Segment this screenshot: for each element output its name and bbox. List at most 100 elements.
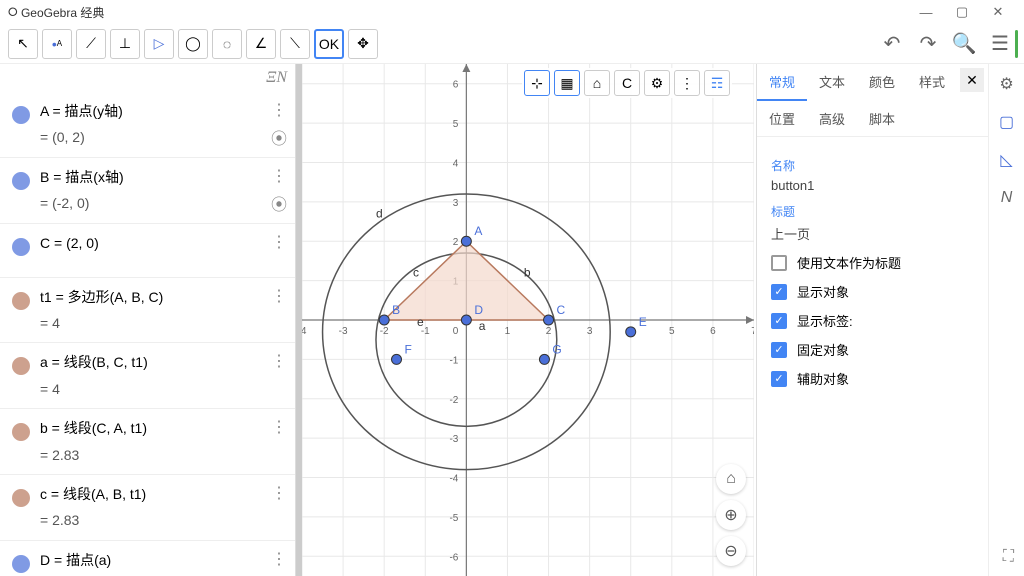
svg-text:6: 6 [453, 80, 459, 91]
entry-menu-icon[interactable]: ⋮ [271, 351, 287, 371]
tool-button[interactable]: OK [314, 29, 344, 59]
tab-1[interactable]: 文本 [807, 64, 857, 101]
entry-bullet[interactable] [12, 423, 30, 441]
svg-text:C: C [557, 303, 566, 317]
entry-bullet[interactable] [12, 489, 30, 507]
checkbox[interactable]: ✓ [771, 342, 787, 358]
tab-2[interactable]: 颜色 [857, 64, 907, 101]
undo-button[interactable]: ↶ [876, 28, 908, 60]
svg-text:6: 6 [710, 326, 716, 337]
entry-menu-icon[interactable]: ⋮ [271, 483, 287, 503]
tab-3[interactable]: 样式 [907, 64, 957, 101]
algebra-entry[interactable]: D = 描点(a) ⋮ [0, 541, 295, 576]
name-label: 名称 [771, 157, 974, 174]
algebra-entry[interactable]: c = 线段(A, B, t1)= 2.83 ⋮ [0, 475, 295, 541]
entry-bullet[interactable] [12, 357, 30, 375]
tool-line[interactable]: ⟋ [76, 29, 106, 59]
entry-menu-icon[interactable]: ⋮ [271, 417, 287, 437]
app-icon: ⭘ [8, 5, 18, 20]
app-title: GeoGebra 经典 [21, 4, 104, 21]
minimize-button[interactable]: ― [908, 5, 944, 20]
entry-bullet[interactable] [12, 238, 30, 256]
style-button[interactable]: ☶ [704, 70, 730, 96]
entry-menu-icon[interactable]: ⋮ [271, 286, 287, 306]
curve-tool-icon[interactable]: N [995, 186, 1019, 210]
algebra-entry[interactable]: B = 描点(x轴)= (-2, 0) ⋮ ⦿ [0, 158, 295, 224]
tool-perp[interactable]: ⊥ [110, 29, 140, 59]
search-button[interactable]: 🔍 [948, 28, 980, 60]
triangle-tool-icon[interactable]: ◺ [995, 148, 1019, 172]
svg-text:-5: -5 [449, 513, 458, 524]
entry-bullet[interactable] [12, 555, 30, 573]
zoom-in-button[interactable]: ⊕ [716, 500, 746, 530]
svg-text:2: 2 [546, 326, 552, 337]
entry-menu-icon[interactable]: ⋮ [271, 232, 287, 252]
tool-circle[interactable]: ◯ [178, 29, 208, 59]
tool-point[interactable]: •A [42, 29, 72, 59]
name-value[interactable]: button1 [771, 178, 974, 193]
home-view-button[interactable]: ⌂ [716, 464, 746, 494]
algebra-entry[interactable]: A = 描点(y轴)= (0, 2) ⋮ ⦿ [0, 92, 295, 158]
algebra-entry[interactable]: a = 线段(B, C, t1)= 4 ⋮ [0, 343, 295, 409]
checkbox-label: 固定对象 [797, 340, 849, 359]
entry-menu-icon[interactable]: ⋮ [271, 100, 287, 120]
tool-polygon[interactable]: ▷ [144, 29, 174, 59]
redo-button[interactable]: ↷ [912, 28, 944, 60]
title-value[interactable]: 上一页 [771, 224, 974, 243]
capture-button[interactable]: C [614, 70, 640, 96]
more-button[interactable]: ⋮ [674, 70, 700, 96]
entry-def: B = 描点(x轴) [40, 166, 287, 188]
close-panel-button[interactable]: ✕ [960, 68, 984, 92]
svg-text:F: F [405, 342, 412, 356]
axes-button[interactable]: ⊹ [524, 70, 550, 96]
algebra-toggle-icon[interactable]: ΞN [266, 69, 287, 87]
entry-bullet[interactable] [12, 172, 30, 190]
algebra-entry[interactable]: t1 = 多边形(A, B, C)= 4 ⋮ [0, 278, 295, 344]
grid-button[interactable]: ▦ [554, 70, 580, 96]
tool-reflect[interactable]: ⟍ [280, 29, 310, 59]
svg-text:e: e [417, 315, 424, 329]
algebra-entry[interactable]: C = (2, 0) ⋮ [0, 224, 295, 278]
zoom-out-button[interactable]: ⊖ [716, 536, 746, 566]
svg-text:4: 4 [453, 158, 459, 169]
use-text-checkbox[interactable] [771, 255, 787, 271]
rectangle-tool-icon[interactable]: ▢ [995, 110, 1019, 134]
graphics-view[interactable]: -4-3-2-11234567-6-5-4-3-2-11234560dcbeaA… [302, 64, 756, 576]
algebra-entry[interactable]: b = 线段(C, A, t1)= 2.83 ⋮ [0, 409, 295, 475]
gear-icon[interactable]: ⚙ [995, 72, 1019, 96]
close-button[interactable]: ✕ [980, 4, 1016, 20]
tool-move[interactable]: ↖ [8, 29, 38, 59]
play-icon[interactable]: ⦿ [271, 125, 287, 149]
svg-text:B: B [392, 303, 400, 317]
svg-text:-3: -3 [339, 326, 348, 337]
tab-5[interactable]: 高级 [807, 101, 857, 136]
menu-button[interactable]: ☰ [984, 28, 1016, 60]
tab-4[interactable]: 位置 [757, 101, 807, 136]
maximize-button[interactable]: ▢ [944, 4, 980, 20]
play-icon[interactable]: ⦿ [271, 191, 287, 215]
tool-ellipse[interactable]: ◌ [212, 29, 242, 59]
titlebar: ⭘ GeoGebra 经典 ― ▢ ✕ [0, 0, 1024, 24]
svg-text:-4: -4 [302, 326, 307, 337]
entry-def: b = 线段(C, A, t1) [40, 417, 287, 439]
settings-button[interactable]: ⚙ [644, 70, 670, 96]
svg-text:A: A [474, 224, 482, 238]
svg-text:3: 3 [587, 326, 593, 337]
home-button[interactable]: ⌂ [584, 70, 610, 96]
checkbox[interactable]: ✓ [771, 313, 787, 329]
svg-text:2: 2 [453, 237, 459, 248]
entry-menu-icon[interactable]: ⋮ [271, 549, 287, 569]
svg-text:3: 3 [453, 198, 459, 209]
tab-6[interactable]: 脚本 [857, 101, 907, 136]
tool-pan[interactable]: ✥ [348, 29, 378, 59]
checkbox[interactable]: ✓ [771, 371, 787, 387]
checkbox[interactable]: ✓ [771, 284, 787, 300]
entry-value: = 2.83 [40, 509, 287, 531]
tool-angle[interactable]: ∠ [246, 29, 276, 59]
fullscreen-button[interactable]: ⛶ [1003, 548, 1014, 566]
entry-bullet[interactable] [12, 106, 30, 124]
entry-menu-icon[interactable]: ⋮ [271, 166, 287, 186]
algebra-panel: ΞN A = 描点(y轴)= (0, 2) ⋮ ⦿ B = 描点(x轴)= (-… [0, 64, 296, 576]
entry-bullet[interactable] [12, 292, 30, 310]
tab-0[interactable]: 常规 [757, 64, 807, 101]
